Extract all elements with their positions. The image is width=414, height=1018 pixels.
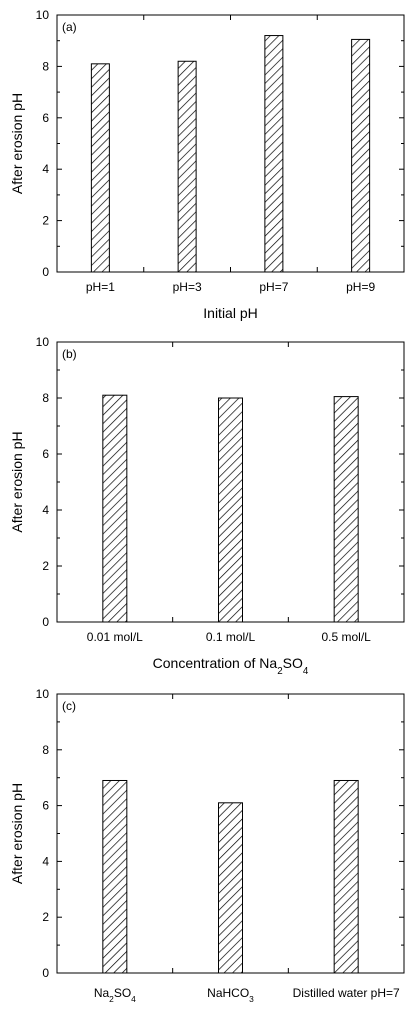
bar-2	[218, 802, 243, 974]
y-axis-title: After erosion pH	[9, 93, 25, 194]
x-tick-label: 0.1 mol/L	[206, 630, 256, 644]
x-axis-title-part-1: 2	[277, 666, 282, 677]
x-tick-label: pH=9	[346, 280, 375, 294]
y-axis-title: After erosion pH	[9, 783, 25, 884]
y-tick-label: 0	[42, 966, 49, 980]
x-tick-label: pH=7	[259, 280, 288, 294]
y-tick-label: 10	[36, 335, 50, 349]
x-tick-label: 0.01 mol/L	[87, 630, 143, 644]
bar-2	[218, 397, 243, 623]
x-tick-label-part-0: Na	[94, 986, 110, 1000]
bar-3	[333, 779, 359, 974]
panel-label: (b)	[62, 347, 77, 361]
x-tick-label-part-1: 3	[249, 994, 254, 1004]
x-axis-title: Concentration of Na2SO4	[153, 655, 309, 677]
y-tick-label: 2	[42, 559, 49, 573]
y-axis-title: After erosion pH	[9, 431, 25, 532]
y-tick-label: 0	[42, 615, 49, 629]
y-tick-label: 4	[42, 162, 49, 176]
bar-1	[102, 394, 128, 623]
bar-3	[264, 35, 284, 273]
chart-panel-2: 0 2 4 6 8 10 0.01 mol/L 0.1 mol/L 0.5 mol/L (b) Af…	[9, 335, 405, 677]
y-tick-label: 4	[42, 854, 49, 868]
bar-1	[90, 63, 110, 273]
chart-panel-1: 0 2 4 6 8 10 pH=1 pH=3 pH=7 pH=9 (a) After erosion …	[9, 8, 405, 321]
y-tick-label: 8	[42, 59, 49, 73]
bar-2	[177, 60, 197, 273]
x-tick-label: 0.5 mol/L	[321, 630, 371, 644]
x-axis-title-part-3: 4	[303, 666, 309, 677]
y-tick-label: 6	[42, 111, 49, 125]
x-tick-label-part-0: NaHCO	[207, 986, 249, 1000]
bar-3	[333, 396, 359, 623]
y-tick-label: 8	[42, 391, 49, 405]
y-tick-label: 8	[42, 743, 49, 757]
y-tick-label: 6	[42, 799, 49, 813]
panel-label: (a)	[62, 20, 77, 34]
y-tick-label: 10	[36, 8, 50, 22]
y-tick-label: 10	[36, 687, 50, 701]
x-axis-title-part-0: Concentration of Na	[153, 655, 278, 671]
x-tick-label-part-3: 4	[131, 994, 136, 1004]
y-tick-label: 4	[42, 503, 49, 517]
panel-label: (c)	[62, 699, 76, 713]
x-axis-title-part-2: SO	[283, 655, 303, 671]
y-tick-label: 0	[42, 265, 49, 279]
x-tick-label-part-2: SO	[114, 986, 131, 1000]
x-axis-title: Initial pH	[203, 305, 257, 321]
y-tick-label: 2	[42, 214, 49, 228]
x-tick-label: pH=3	[173, 280, 202, 294]
bar-1	[102, 779, 128, 974]
y-tick-label: 2	[42, 910, 49, 924]
x-tick-label: Na2SO4	[94, 986, 136, 1004]
x-tick-label: Distilled water pH=7	[293, 986, 400, 1000]
bar-4	[351, 38, 371, 273]
x-tick-label-part-1: 2	[109, 994, 114, 1004]
x-tick-label: NaHCO3	[207, 986, 254, 1004]
x-tick-label: pH=1	[86, 280, 115, 294]
y-tick-label: 6	[42, 447, 49, 461]
